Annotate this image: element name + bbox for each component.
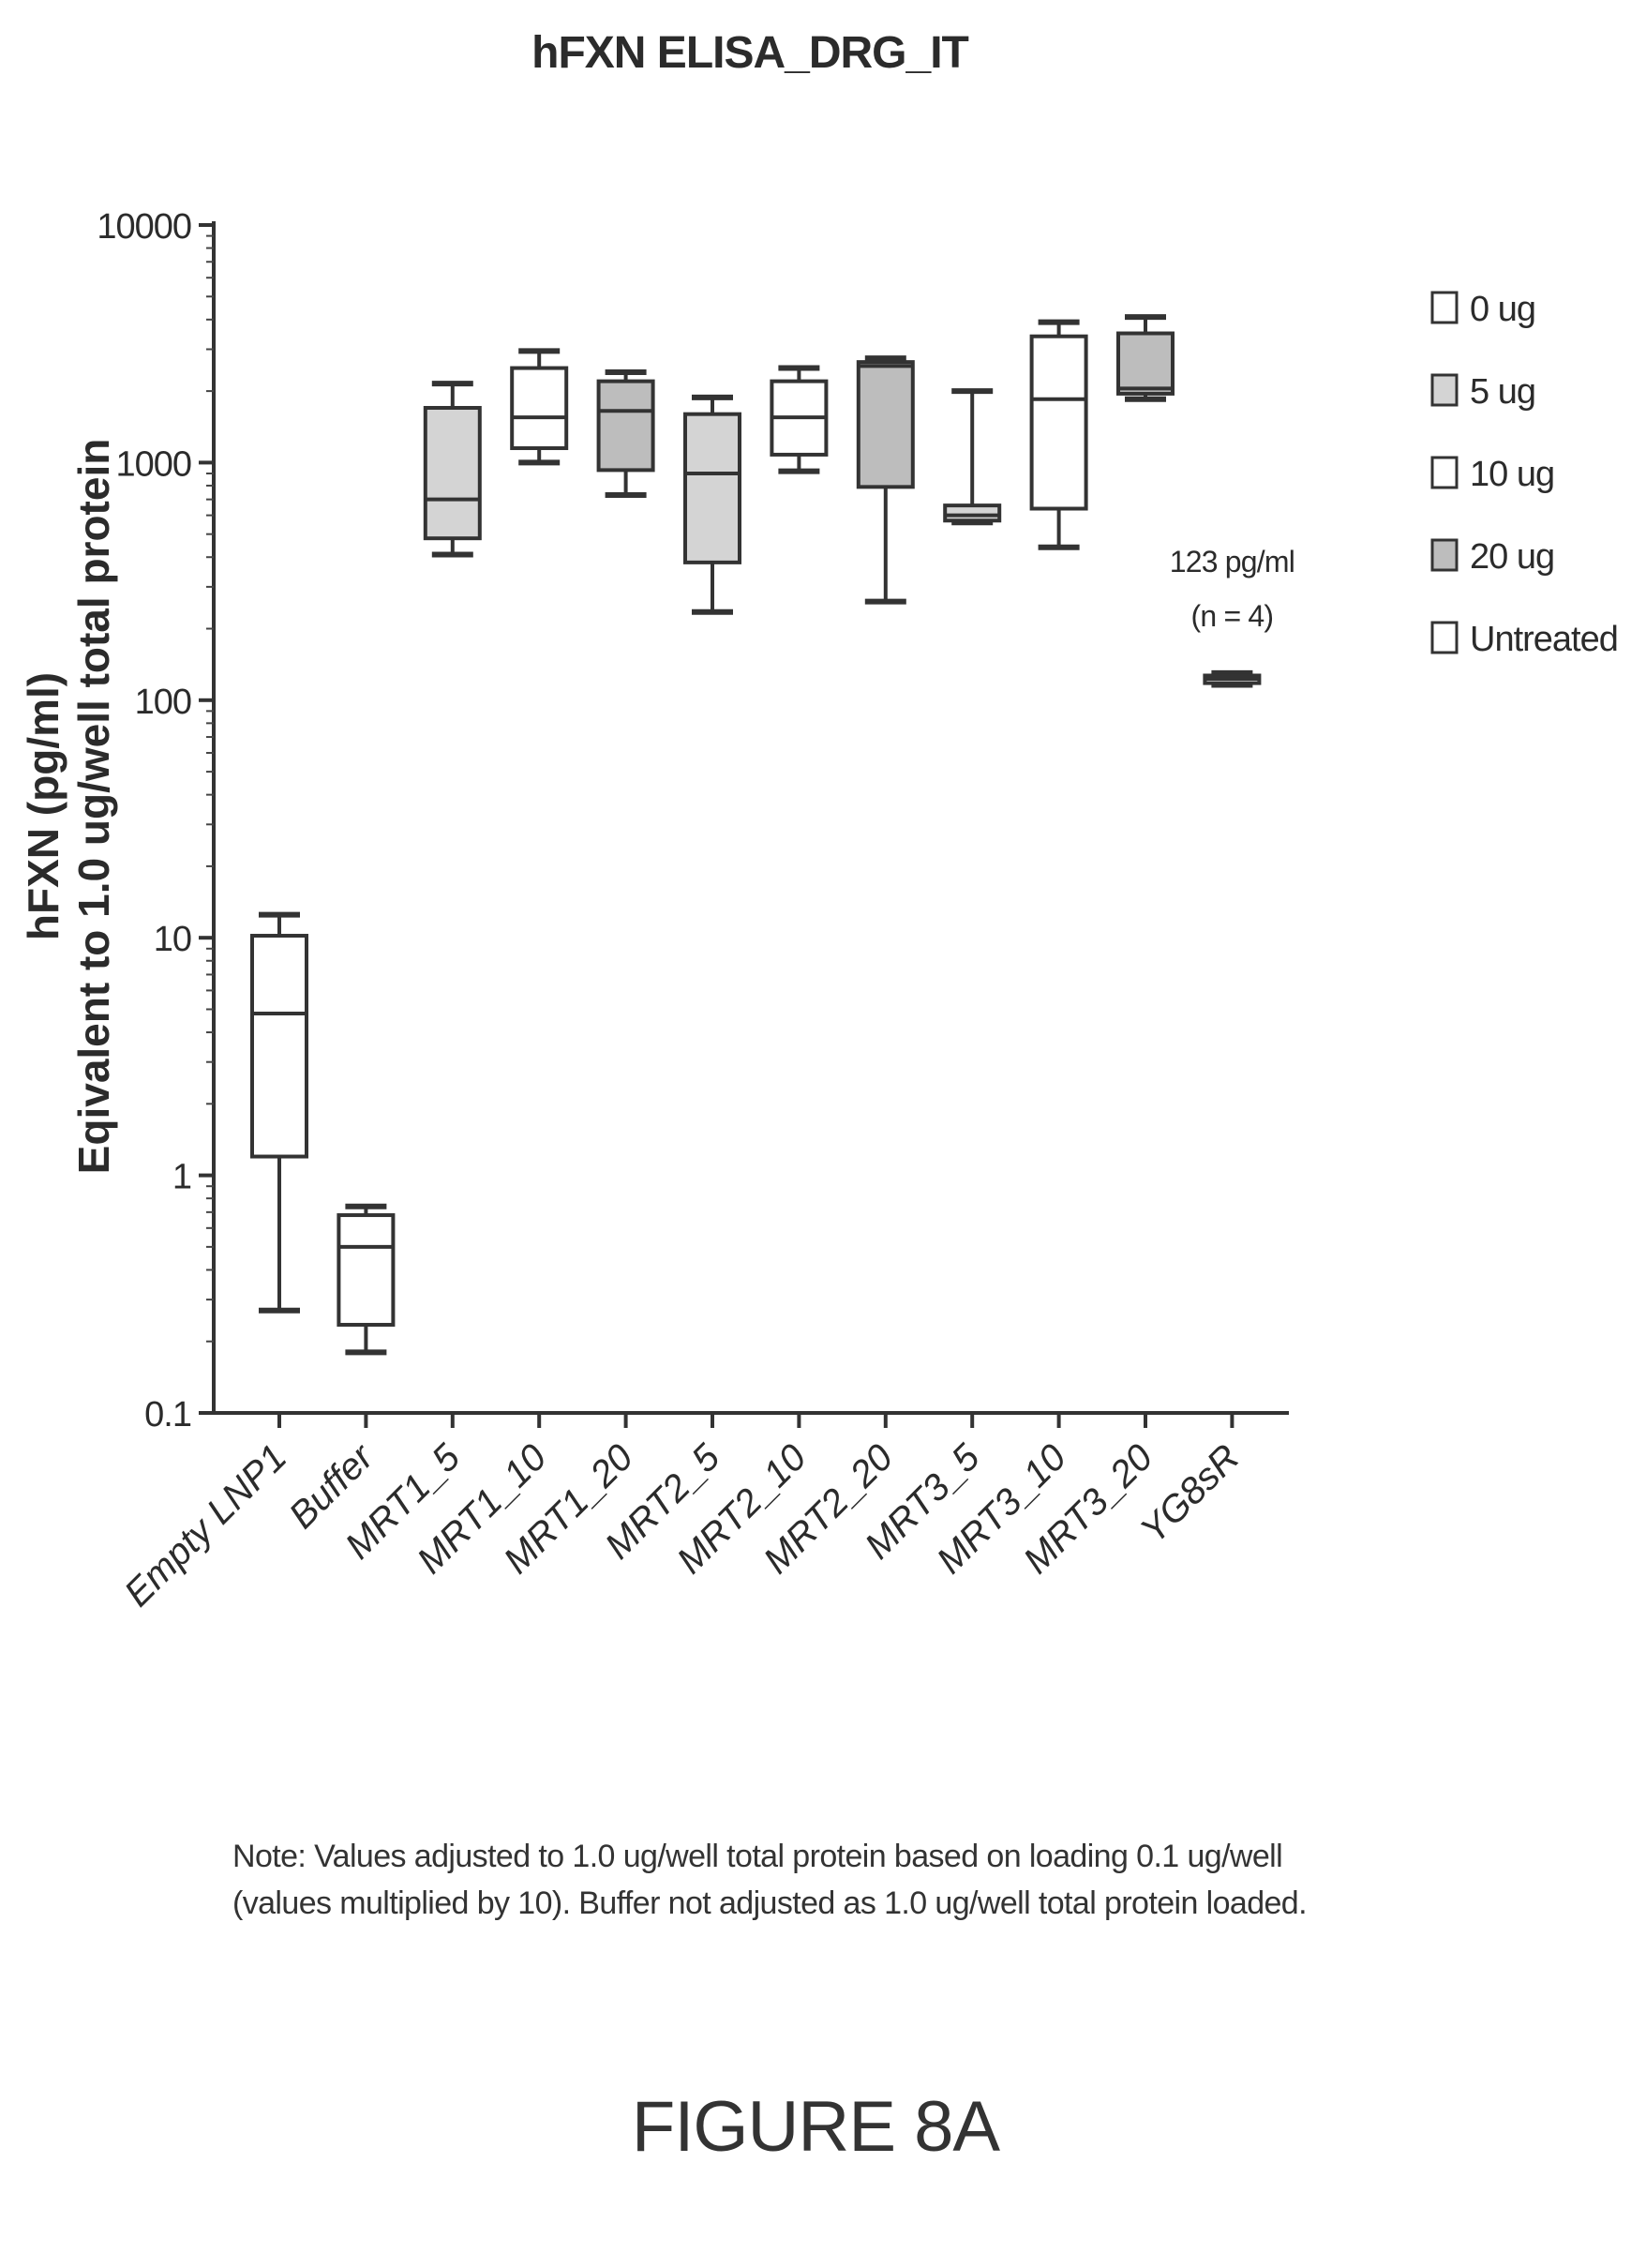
y-tick-label: 100: [135, 683, 191, 722]
y-tick-label: 0.1: [144, 1395, 191, 1434]
y-axis-label-line1: hFXN (pg/ml): [19, 672, 67, 940]
box-mrt1-10: [510, 348, 569, 466]
legend-entry: 0 ug: [1430, 290, 1536, 329]
box-iqr: [856, 360, 915, 489]
y-tick-label: 1000: [115, 444, 191, 484]
legend-entry: 10 ug: [1430, 455, 1555, 494]
legend-entry: Untreated: [1430, 620, 1619, 659]
box-mrt3-10: [1029, 319, 1088, 550]
legend-label: 5 ug: [1470, 372, 1535, 412]
y-tick-label: 1: [172, 1158, 191, 1197]
legend-swatch: [1430, 373, 1459, 407]
y-axis-label-line2: Eqivalent to 1.0 ug/well total protein: [69, 439, 118, 1175]
legend-label: 0 ug: [1470, 290, 1535, 329]
annotation-line1: 123 pg/ml: [1170, 545, 1294, 578]
x-tick-label: Empty LNP1: [116, 1436, 294, 1615]
y-axis-label: hFXN (pg/ml) Eqivalent to 1.0 ug/well to…: [19, 439, 118, 1175]
box-mrt2-10: [770, 365, 829, 474]
box-yg8sr: [1203, 669, 1262, 688]
legend-label: 20 ug: [1470, 537, 1554, 577]
box-iqr: [250, 934, 308, 1159]
box-iqr: [510, 366, 569, 451]
legend: 0 ug 5 ug 10 ug 20 ug Untreated: [1430, 290, 1619, 659]
legend-swatch: [1430, 621, 1459, 654]
legend-swatch: [1430, 291, 1459, 324]
box-mrt2-5: [683, 394, 741, 615]
legend-swatch: [1430, 456, 1459, 489]
box-mrt1-5: [423, 381, 482, 558]
legend-entry: 5 ug: [1430, 372, 1536, 412]
y-tick-label: 10: [154, 920, 191, 959]
legend-label: Untreated: [1470, 620, 1618, 659]
box-mrt3-20: [1116, 314, 1175, 402]
box-iqr: [423, 406, 482, 541]
box-mrt3-5: [943, 388, 1002, 526]
y-tick-label: 10000: [97, 207, 191, 247]
footnote: Note: Values adjusted to 1.0 ug/well tot…: [232, 1839, 1308, 1921]
figure-label: FIGURE 8A: [631, 2087, 1000, 2167]
legend-entry: 20 ug: [1430, 537, 1555, 577]
box-mrt2-20: [856, 355, 915, 605]
box-empty-lnp1: [250, 911, 308, 1314]
legend-swatch: [1430, 538, 1459, 572]
box-iqr: [596, 379, 655, 473]
box-buffer: [337, 1203, 396, 1356]
box-iqr: [683, 412, 741, 564]
legend-label: 10 ug: [1470, 455, 1554, 494]
box-iqr: [337, 1213, 396, 1327]
box-mrt1-20: [596, 369, 655, 499]
annotation-line2: (n = 4): [1191, 599, 1274, 633]
chart-title: hFXN ELISA_DRG_IT: [531, 28, 968, 78]
box-iqr: [1116, 331, 1175, 396]
box-iqr: [1029, 334, 1088, 511]
x-tick-label: YG8sR: [1132, 1436, 1247, 1551]
box-iqr: [943, 503, 1002, 523]
